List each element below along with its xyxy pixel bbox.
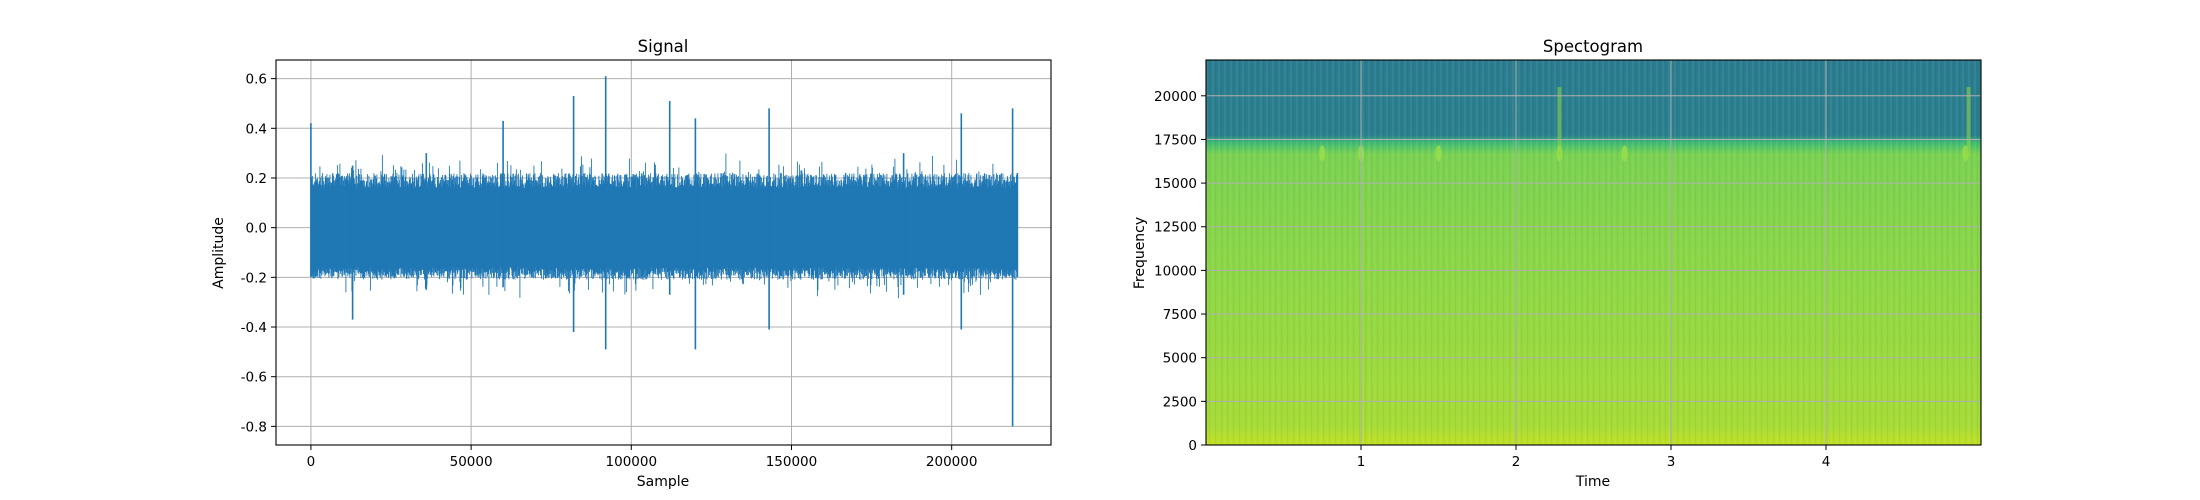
signal-y-tick-label: -0.4 [241,320,267,336]
spectrogram-y-tick-label: 15000 [1154,176,1197,192]
signal-y-tick-label: -0.6 [241,370,267,386]
spectrogram-hot-spot [1621,145,1628,162]
spectrogram-x-tick-label: 1 [1357,454,1366,470]
signal-x-tick-label: 150000 [766,454,818,470]
signal-x-tick-label: 0 [307,454,316,470]
signal-x-label: Sample [637,474,690,490]
signal-waveform-spikes [310,76,1019,427]
spectrogram-chart: Spectogram 1 2 3 4 0 2500 5000 7500 10000 12500 1… [1132,37,1982,490]
signal-chart: Signal 0 50000 100000 150000 200000 -0.8 -0.6… [211,37,1052,490]
spectrogram-y-tick-label: 10000 [1154,263,1197,279]
signal-axes-frame [275,59,1052,446]
spectrogram-x-ticks: 1 2 3 4 [1357,445,1831,470]
signal-y-label: Amplitude [211,217,227,289]
spectrogram-hot-spots [1319,87,1971,162]
spectrogram-y-tick-label: 20000 [1154,89,1197,105]
spectrogram-y-tick-label: 5000 [1163,351,1197,367]
spectrogram-x-tick-label: 2 [1512,454,1521,470]
signal-y-tick-label: 0.6 [246,72,267,88]
spectrogram-y-tick-label: 7500 [1163,307,1197,323]
signal-y-tick-label: 0.2 [246,171,267,187]
signal-waveform-body [310,153,1018,299]
signal-x-tick-label: 100000 [606,454,658,470]
spectrogram-hot-streak [1966,87,1971,157]
spectrogram-y-tick-label: 2500 [1163,394,1197,410]
spectrogram-hot-spot [1319,145,1326,162]
spectrogram-grid [1206,60,1981,446]
spectrogram-y-tick-label: 0 [1188,438,1197,454]
spectrogram-y-label: Frequency [1132,217,1148,289]
signal-x-ticks: 0 50000 100000 150000 200000 [307,445,978,470]
spectrogram-hot-streak [1557,87,1562,157]
spectrogram-x-tick-label: 3 [1667,454,1676,470]
spectrogram-title: Spectogram [1543,37,1643,56]
signal-x-tick-label: 200000 [926,454,978,470]
spectrogram-y-tick-label: 12500 [1154,220,1197,236]
spectrogram-axes-frame [1205,59,1982,446]
signal-y-ticks: -0.8 -0.6 -0.4 -0.2 0.0 0.2 0.4 0.6 [241,72,276,435]
spectrogram-y-ticks: 0 2500 5000 7500 10000 12500 15000 17500 20000 [1154,89,1206,454]
spectrogram-y-tick-label: 17500 [1154,132,1197,148]
signal-y-tick-label: -0.2 [241,270,267,286]
signal-waveform [310,76,1019,427]
spectrogram-hot-spot [1435,145,1442,162]
signal-title: Signal [638,37,689,56]
spectrogram-x-label: Time [1575,474,1610,490]
spectrogram-texture [1206,60,1981,445]
signal-y-tick-label: 0.4 [246,121,267,137]
signal-y-tick-label: 0.0 [246,221,267,237]
signal-x-tick-label: 50000 [450,454,493,470]
spectrogram-x-tick-label: 4 [1822,454,1831,470]
signal-y-tick-label: -0.8 [241,419,267,435]
